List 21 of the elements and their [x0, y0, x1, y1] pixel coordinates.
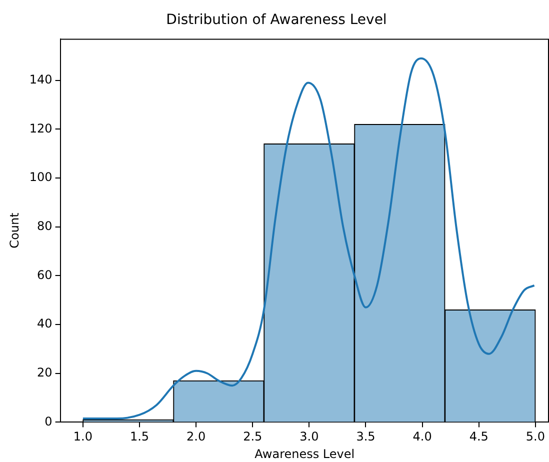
y-tick-label: 120 [29, 121, 52, 136]
line-series [82, 57, 536, 420]
x-tick-label: 4.0 [412, 430, 432, 444]
x-axis-title: Awareness Level [254, 446, 355, 461]
y-tick-label: 60 [37, 268, 52, 282]
y-tick-label: 20 [37, 365, 52, 380]
x-tick-label: 1.5 [130, 430, 150, 444]
y-tick-label: 80 [37, 218, 52, 233]
x-tick-label: 5.0 [526, 430, 545, 444]
x-tick-label: 2.0 [186, 430, 206, 444]
x-tick-label: 3.0 [300, 430, 319, 444]
y-tick-label: 0 [44, 414, 52, 428]
x-tick-label: 2.5 [243, 430, 262, 444]
y-tick-label: 100 [29, 170, 52, 184]
x-tick-label: 1.0 [73, 430, 92, 444]
x-tick-label: 4.5 [469, 430, 488, 444]
chart-title: Distribution of Awareness Level [166, 12, 387, 28]
y-tick-label: 140 [29, 72, 52, 86]
y-axis-title: Count [7, 212, 22, 248]
y-tick-label: 40 [37, 316, 52, 331]
x-tick-label: 3.5 [356, 430, 376, 444]
